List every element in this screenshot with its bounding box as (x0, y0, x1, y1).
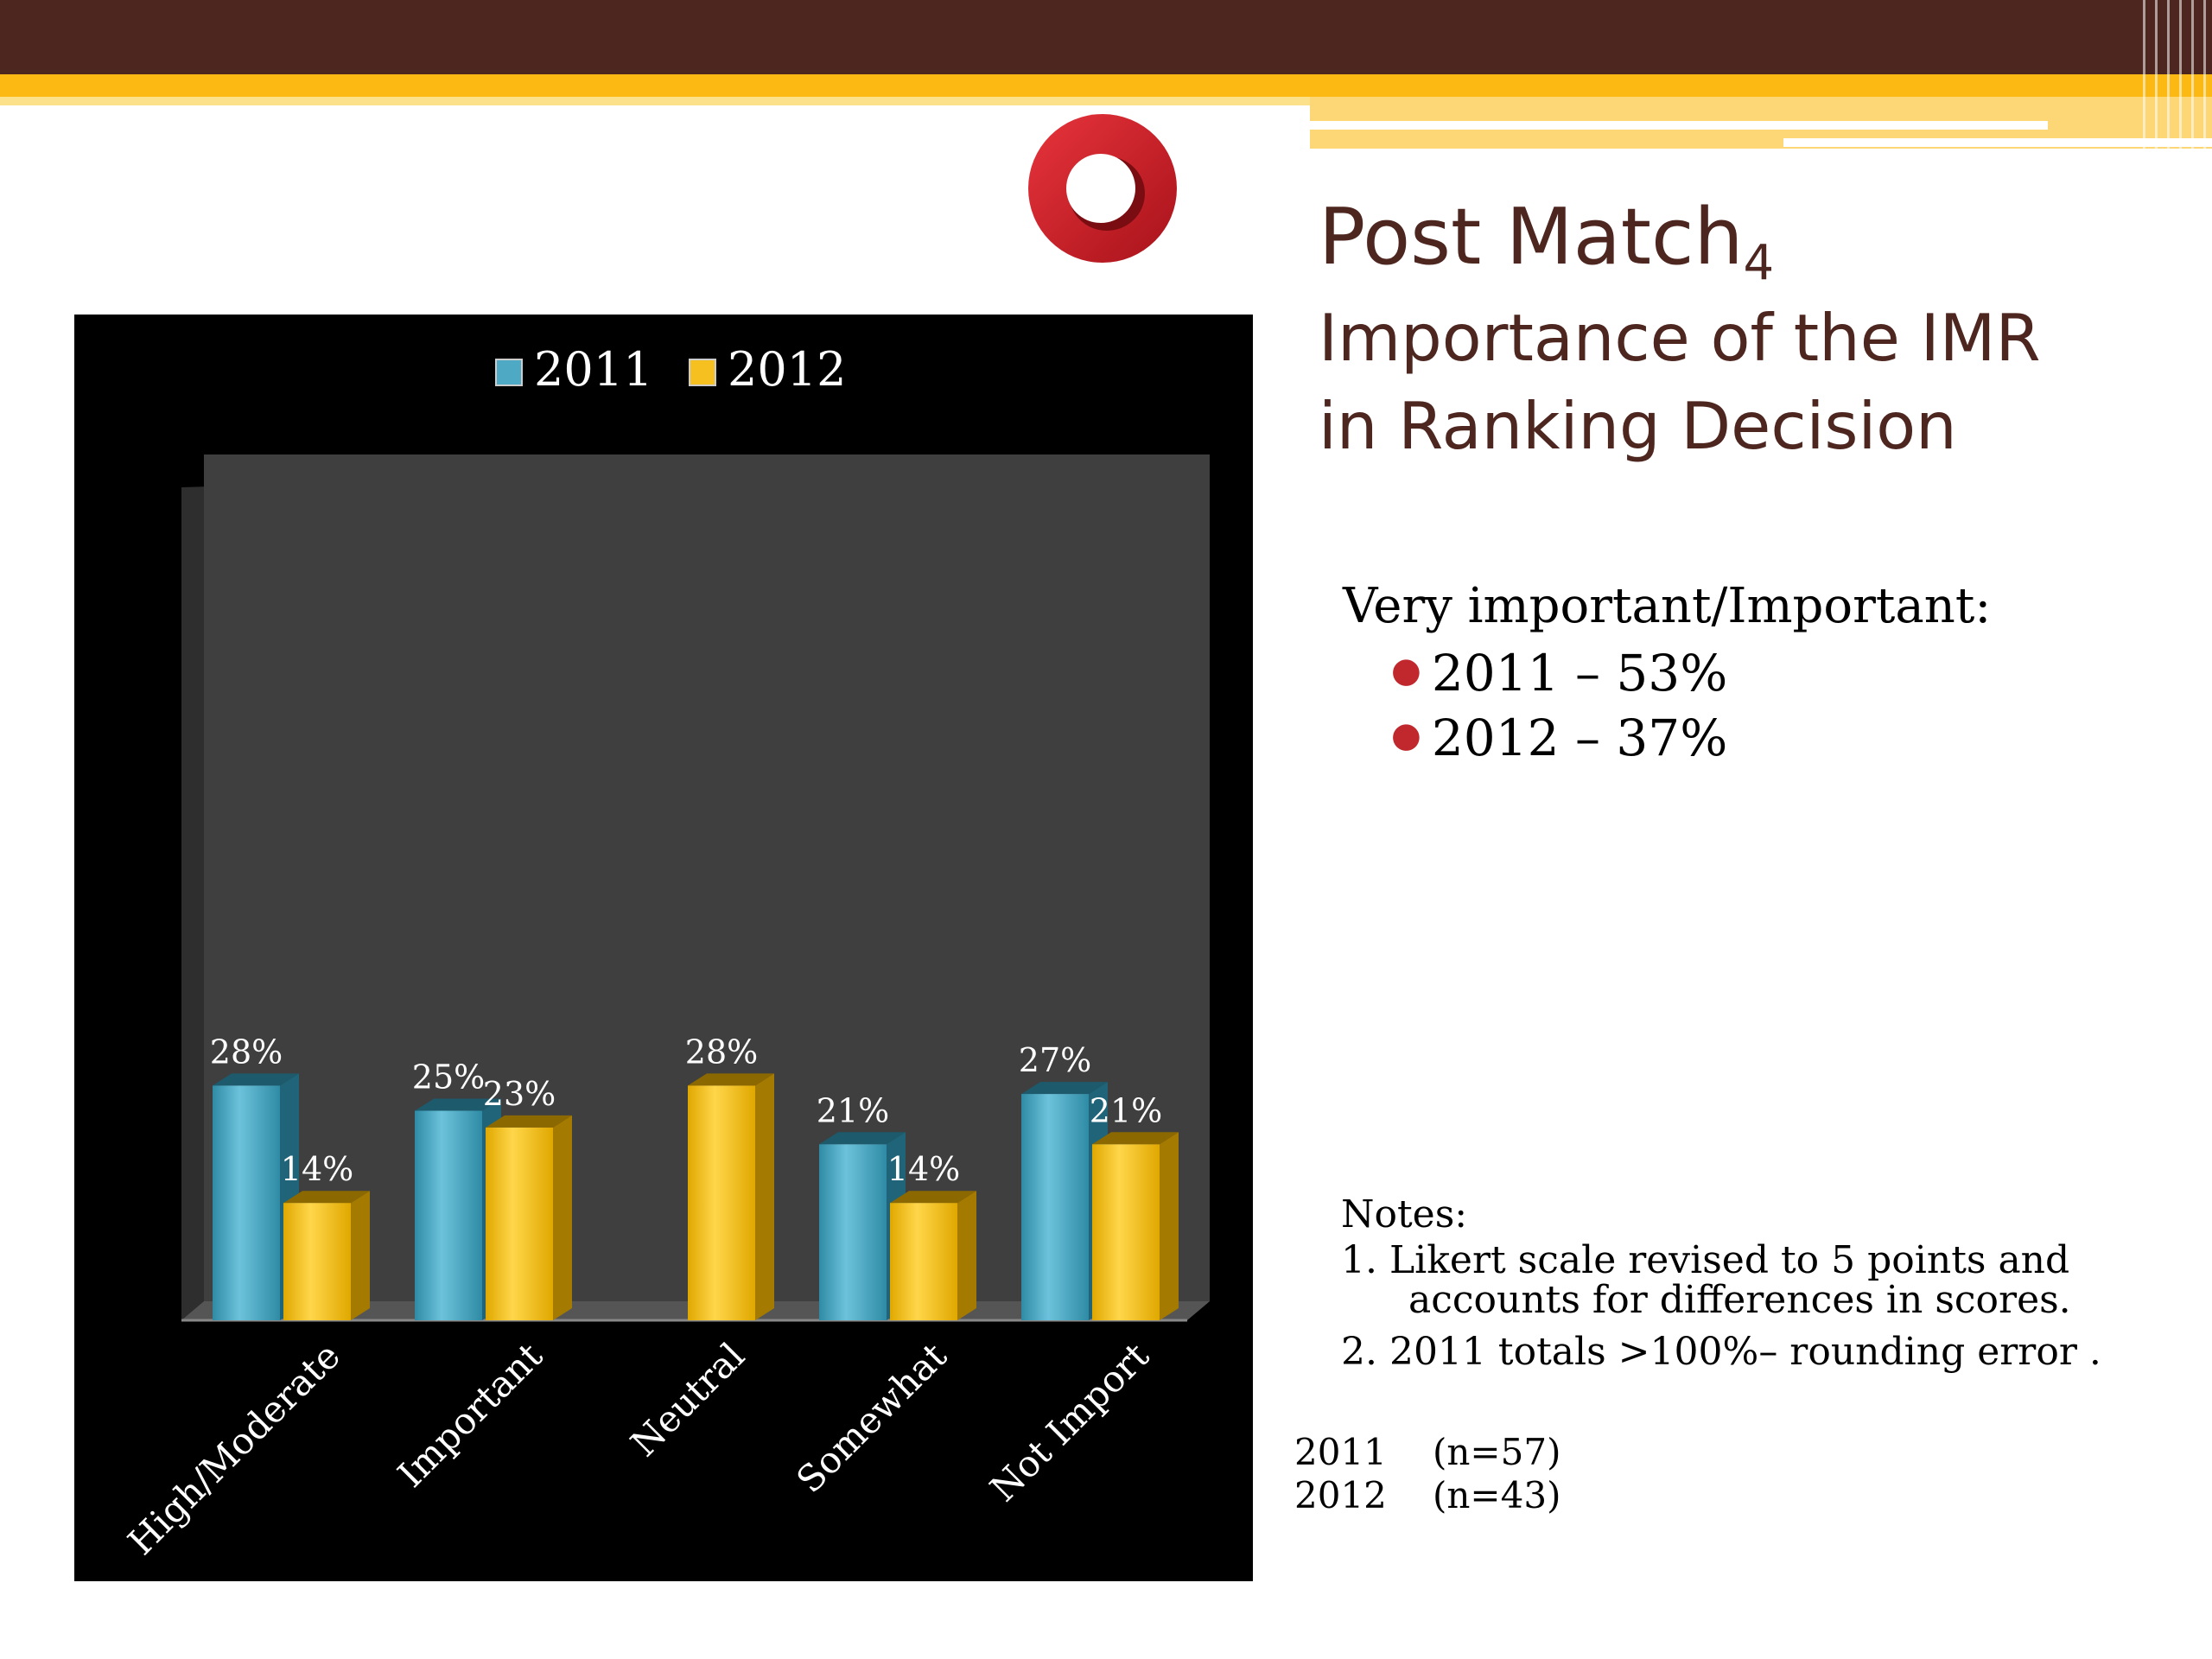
data-label-2011: 27% (1019, 1041, 1091, 1079)
bar-top-2012 (1092, 1132, 1179, 1145)
bar-2012 (688, 1085, 755, 1320)
data-label-2011: 25% (412, 1058, 485, 1096)
bar-top-2012 (283, 1191, 370, 1204)
bar-side-2012 (755, 1073, 774, 1320)
bar-top-2012 (688, 1073, 774, 1086)
title-subscript: 4 (1743, 235, 1775, 291)
sample-size-row: 2011 (n=57) (1294, 1431, 1560, 1474)
sample-n: (n=43) (1433, 1474, 1561, 1516)
summary-item: ● 2012 – 37% (1391, 704, 1727, 769)
notes-heading: Notes: (1341, 1192, 1468, 1236)
data-label-2011: 21% (817, 1091, 889, 1129)
bar-2012 (283, 1203, 351, 1320)
bar-2011 (415, 1110, 482, 1320)
legend-swatch-2011 (495, 359, 523, 386)
red-dot-bullet-icon: ● (1391, 715, 1421, 755)
page-subtitle: Importance of the IMR in Ranking Decisio… (1319, 294, 2041, 470)
category-label: Somewhat (788, 1334, 955, 1501)
bar-2012 (890, 1203, 957, 1320)
red-dot-bullet-icon: ● (1391, 651, 1421, 690)
notes-list: 1. Likert scale revised to 5 points and … (1341, 1241, 2101, 1384)
summary-item-text: 2011 – 53% (1431, 644, 1728, 702)
sample-year: 2011 (1294, 1431, 1387, 1473)
subtitle-line: Importance of the IMR (1319, 300, 2041, 376)
red-ring-logo-icon (1028, 114, 1177, 263)
note-line: accounts for differences in scores. (1408, 1278, 2071, 1322)
data-label-2012: 21% (1090, 1091, 1162, 1129)
bar-2012 (1092, 1144, 1160, 1320)
page-title: Post Match4 (1319, 190, 1774, 311)
category-label: Neutral (622, 1334, 753, 1465)
sample-n: (n=57) (1433, 1431, 1561, 1473)
category-label: Not Import (982, 1334, 1157, 1510)
banner-edge-lines (2143, 0, 2212, 149)
bar-side-2012 (957, 1191, 976, 1320)
subtitle-line: in Ranking Decision (1319, 388, 1957, 464)
chart-panel: 2011 2012 28% 14% 25% 23% 28% 21% 14% 27% 21% Hig… (74, 315, 1253, 1581)
sample-year: 2012 (1294, 1474, 1387, 1516)
summary-list: ● 2011 – 53% ● 2012 – 37% (1391, 639, 1727, 769)
summary-item-text: 2012 – 37% (1431, 709, 1728, 767)
data-label-2012: 14% (887, 1150, 960, 1188)
chart-legend: 2011 2012 (495, 342, 846, 397)
chart-marks (213, 1073, 1179, 1320)
banner-light-stripe (0, 97, 1310, 105)
category-label: Important (390, 1334, 550, 1495)
banner-white-line (1310, 121, 2048, 130)
note-line: 2. 2011 totals >100%– rounding error . (1341, 1330, 2101, 1374)
data-label-2012: 28% (685, 1033, 758, 1071)
bar-top-2011 (213, 1073, 299, 1086)
note-line: 1. Likert scale revised to 5 points and (1341, 1238, 2070, 1282)
data-label-2012: 14% (281, 1150, 353, 1188)
legend-swatch-2012 (689, 359, 716, 386)
chart-category-labels: High/Moderate Important Neutral Somewhat Not… (120, 1334, 1158, 1563)
bar-top-2012 (890, 1191, 976, 1204)
bar-2011 (1021, 1094, 1089, 1320)
category-label: High/Moderate (120, 1334, 348, 1562)
sample-size-row: 2012 (n=43) (1294, 1474, 1560, 1517)
sample-size-table: 2011 (n=57) 2012 (n=43) (1294, 1431, 1560, 1517)
top-banner (0, 0, 2212, 74)
banner-white-line-lower (1783, 138, 2212, 147)
summary-heading: Very important/Important: (1343, 578, 1992, 634)
bar-side-2012 (351, 1191, 370, 1320)
bar-top-2011 (415, 1098, 501, 1111)
bar-top-2011 (1021, 1082, 1108, 1095)
title-text: Post Match (1319, 192, 1744, 283)
data-label-2011: 28% (210, 1033, 283, 1071)
bar-2011 (213, 1085, 280, 1320)
bar-side-2012 (553, 1115, 572, 1320)
data-label-2012: 23% (483, 1075, 556, 1113)
banner-gold-stripe (0, 74, 2212, 97)
bar-2012 (486, 1127, 553, 1320)
bar-top-2012 (486, 1115, 572, 1128)
note-item: 2. 2011 totals >100%– rounding error . (1341, 1332, 2101, 1372)
chart-value-labels: 28% 14% 25%23% 28% 21% 14% 27% 21% (210, 1033, 1162, 1188)
bar-2011 (819, 1144, 887, 1320)
legend-label-2012: 2012 (728, 342, 846, 397)
note-item: 1. Likert scale revised to 5 points and … (1341, 1241, 2101, 1320)
legend-label-2011: 2011 (534, 342, 652, 397)
summary-item: ● 2011 – 53% (1391, 639, 1727, 704)
bar-top-2011 (819, 1132, 906, 1145)
bar-side-2012 (1160, 1132, 1179, 1320)
bar-chart: 2011 2012 28% 14% 25%23% 28% 21% 14% 27% 21% Hig… (120, 342, 1210, 1563)
